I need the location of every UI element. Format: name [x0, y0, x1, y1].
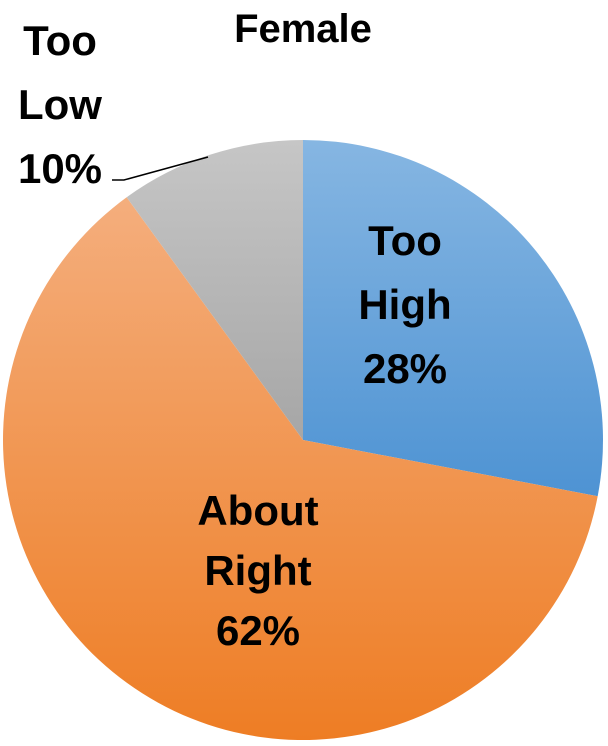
slice-too-high: [303, 140, 603, 497]
slice-about-right: [2, 197, 598, 740]
slice-too-low: [126, 140, 303, 440]
label-too-high: Too High 28%: [358, 217, 451, 392]
label-too-low: Too Low 10%: [18, 17, 102, 192]
chart-title: Female: [234, 7, 372, 51]
leader-line-too-low: [112, 156, 209, 181]
label-about-right: About Right 62%: [197, 487, 318, 654]
